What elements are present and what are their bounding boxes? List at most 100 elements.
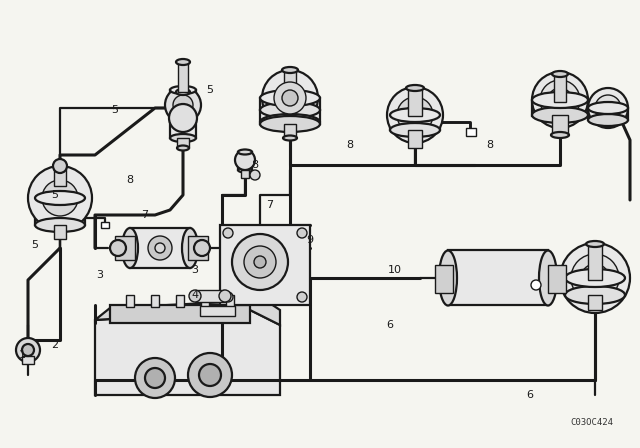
Ellipse shape (565, 286, 625, 304)
Circle shape (232, 234, 288, 290)
Ellipse shape (552, 71, 568, 77)
Ellipse shape (260, 102, 320, 118)
Ellipse shape (390, 123, 440, 137)
Circle shape (22, 344, 34, 356)
Text: 8: 8 (346, 140, 353, 150)
Circle shape (595, 95, 621, 121)
Bar (22, 356, 34, 364)
Circle shape (155, 243, 165, 253)
Text: 5: 5 (51, 190, 58, 200)
Text: 1: 1 (19, 350, 26, 360)
Ellipse shape (182, 228, 198, 268)
Ellipse shape (170, 134, 196, 142)
Bar (408, 88, 422, 116)
Ellipse shape (260, 116, 320, 132)
Bar (54, 168, 66, 186)
Circle shape (16, 338, 40, 362)
Circle shape (169, 104, 197, 132)
Polygon shape (95, 300, 280, 325)
Ellipse shape (586, 241, 604, 247)
Circle shape (254, 256, 266, 268)
Text: 9: 9 (307, 235, 314, 245)
Bar (284, 70, 296, 98)
Bar (241, 170, 249, 178)
Text: 6: 6 (527, 390, 534, 400)
Circle shape (571, 254, 619, 302)
Bar (170, 118, 196, 138)
Ellipse shape (539, 250, 557, 306)
Text: 10: 10 (388, 265, 402, 275)
Polygon shape (95, 310, 280, 395)
Bar (110, 305, 250, 323)
Ellipse shape (406, 85, 424, 91)
Circle shape (194, 240, 210, 256)
Text: 8: 8 (127, 175, 134, 185)
Bar (176, 295, 184, 307)
Text: 7: 7 (266, 200, 273, 210)
Circle shape (387, 87, 443, 143)
Ellipse shape (283, 135, 297, 141)
Bar (54, 225, 66, 239)
Bar (588, 108, 628, 120)
Ellipse shape (35, 191, 85, 205)
Text: 8: 8 (486, 140, 493, 150)
Circle shape (532, 72, 588, 128)
Text: 5: 5 (31, 240, 38, 250)
Bar (178, 62, 188, 92)
Bar (260, 98, 320, 110)
Bar (260, 110, 320, 124)
Circle shape (297, 292, 307, 302)
Bar (195, 290, 225, 302)
Text: C03OC424: C03OC424 (570, 418, 613, 427)
Circle shape (262, 70, 318, 126)
Bar (170, 90, 196, 108)
Bar (408, 130, 422, 148)
Ellipse shape (260, 90, 320, 106)
Circle shape (250, 170, 260, 180)
Text: 7: 7 (141, 210, 148, 220)
Bar (126, 295, 134, 307)
Circle shape (548, 88, 572, 112)
Bar (188, 236, 208, 260)
Circle shape (235, 150, 255, 170)
Bar (101, 222, 109, 228)
Circle shape (53, 159, 67, 173)
Circle shape (188, 353, 232, 397)
Bar (554, 74, 566, 102)
Ellipse shape (588, 102, 628, 114)
Circle shape (135, 358, 175, 398)
Bar (435, 265, 453, 293)
Bar (115, 236, 135, 260)
Ellipse shape (260, 114, 320, 130)
Bar (177, 138, 189, 148)
Bar (390, 115, 440, 130)
Bar (588, 295, 602, 310)
Ellipse shape (170, 86, 196, 94)
Text: 3: 3 (97, 270, 104, 280)
Circle shape (223, 292, 233, 302)
Ellipse shape (588, 114, 628, 126)
Ellipse shape (551, 132, 569, 138)
Ellipse shape (565, 269, 625, 287)
Circle shape (110, 240, 126, 256)
Text: 8: 8 (252, 160, 259, 170)
Circle shape (223, 228, 233, 238)
Ellipse shape (177, 146, 189, 151)
Circle shape (588, 88, 628, 128)
Circle shape (165, 87, 201, 123)
Bar (284, 124, 296, 138)
Circle shape (42, 180, 78, 216)
Circle shape (145, 368, 165, 388)
Ellipse shape (122, 228, 138, 268)
Bar (448, 250, 548, 305)
Circle shape (297, 228, 307, 238)
Ellipse shape (35, 218, 85, 232)
Circle shape (274, 82, 306, 114)
Ellipse shape (282, 67, 298, 73)
Circle shape (405, 105, 425, 125)
Ellipse shape (238, 168, 252, 172)
Ellipse shape (532, 92, 588, 108)
Circle shape (581, 264, 609, 292)
Bar (200, 306, 235, 316)
Text: 5: 5 (111, 105, 118, 115)
